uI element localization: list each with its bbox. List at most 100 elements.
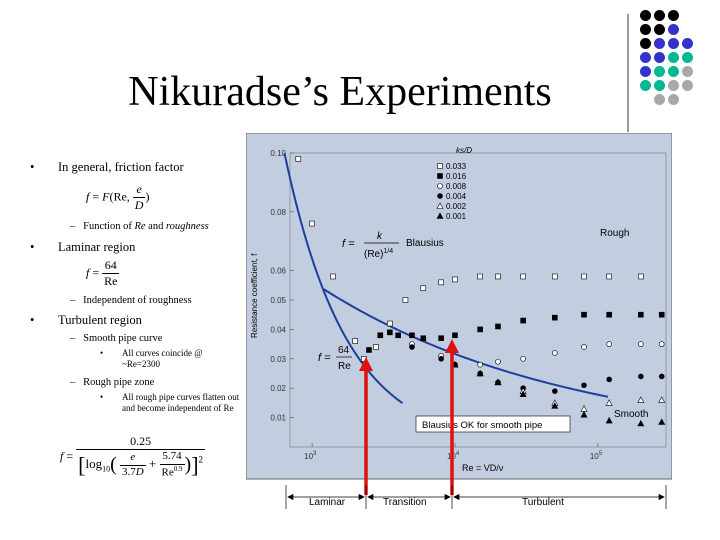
- data-point: [658, 396, 666, 403]
- y-tick-label: 0.05: [270, 296, 286, 305]
- laminar-formula-chart: f = 64 Re: [318, 345, 352, 372]
- data-point: [658, 373, 665, 380]
- decor-dot: [682, 52, 693, 63]
- formula-colebrook: f = 0.25 [log10( e 3.7D + 5.74 Re0.9)]2: [60, 434, 206, 479]
- data-point: [476, 369, 484, 377]
- decor-dot: [682, 66, 693, 77]
- data-point: [552, 350, 558, 356]
- data-point: [638, 311, 644, 318]
- divider-line: [627, 14, 629, 132]
- data-point: [477, 361, 483, 368]
- y-tick-label: 0.04: [270, 325, 286, 334]
- decor-dot: [654, 94, 665, 105]
- y-tick-label: 0.10: [270, 149, 286, 158]
- data-point: [495, 273, 501, 280]
- data-point: [420, 335, 427, 342]
- decor-dot: [654, 10, 665, 21]
- y-tick-label: 0.03: [270, 355, 286, 364]
- data-point: [658, 341, 665, 347]
- y-tick-label: 0.08: [270, 208, 286, 217]
- data-point: [409, 344, 415, 350]
- data-point: [387, 329, 393, 336]
- data-point: [452, 332, 458, 339]
- decor-dot: [668, 80, 679, 91]
- legend-marker: [436, 202, 444, 209]
- decor-dot: [668, 10, 679, 21]
- data-point: [605, 399, 613, 406]
- laminar-label: Laminar: [309, 497, 346, 508]
- data-point: [519, 390, 527, 397]
- data-point: [395, 332, 401, 339]
- data-point: [658, 418, 666, 425]
- data-point: [580, 411, 588, 418]
- detail-rough: • All rough pipe curves flatten out and …: [100, 392, 240, 414]
- svg-text:Re: Re: [338, 361, 351, 372]
- data-point: [606, 273, 612, 280]
- formula-laminar: f = 64 Re: [86, 258, 120, 288]
- decor-dot: [682, 38, 693, 49]
- data-point: [552, 314, 558, 321]
- data-point: [438, 335, 444, 342]
- data-point: [452, 276, 458, 283]
- decorative-dot-grid: [640, 10, 720, 120]
- data-point: [377, 332, 384, 339]
- decor-dot: [640, 52, 651, 63]
- chart-svg: 0.010.020.030.040.050.060.080.10 1031041…: [245, 132, 673, 509]
- blausius-label: Blausius: [406, 238, 444, 249]
- data-point: [552, 388, 558, 394]
- red-arrow-left: [359, 357, 373, 495]
- data-point: [387, 320, 393, 327]
- decor-dot: [668, 52, 679, 63]
- data-point: [658, 311, 665, 318]
- legend-marker: [437, 193, 443, 199]
- data-point: [366, 347, 372, 353]
- data-point: [309, 220, 315, 227]
- legend-title: ks/D: [456, 146, 472, 155]
- rough-label: Rough: [600, 228, 629, 239]
- sub-bullet-function-of: – Function of Re and roughness: [70, 221, 209, 232]
- smooth-label: Smooth: [614, 409, 648, 420]
- data-point: [581, 273, 587, 280]
- region-bracket: [285, 485, 667, 509]
- data-point: [477, 273, 483, 280]
- decor-dot: [640, 24, 651, 35]
- blausius-line: [322, 288, 609, 398]
- legend-marker: [437, 163, 443, 169]
- sub-bullet-rough: – Rough pipe zone: [70, 377, 155, 388]
- data-point: [638, 341, 644, 347]
- data-point: [552, 273, 558, 280]
- legend-label: 0.001: [446, 212, 467, 221]
- data-point: [520, 356, 526, 362]
- sub-bullet-independent: – Independent of roughness: [70, 295, 192, 306]
- decor-dot: [682, 80, 693, 91]
- decor-dot: [668, 24, 679, 35]
- data-point: [495, 323, 501, 330]
- data-point: [520, 317, 526, 324]
- decor-dot: [654, 80, 665, 91]
- data-point: [477, 326, 483, 333]
- decor-dot: [640, 80, 651, 91]
- svg-text:k: k: [377, 231, 383, 242]
- red-arrow-right: [445, 339, 459, 495]
- data-point: [606, 311, 612, 318]
- data-point: [605, 416, 613, 424]
- x-tick-exponent: 4: [456, 451, 460, 457]
- moody-chart: 0.010.020.030.040.050.060.080.10 1031041…: [245, 132, 673, 533]
- legend-marker: [437, 173, 443, 179]
- sub-bullet-smooth: – Smooth pipe curve: [70, 333, 163, 344]
- svg-text:f =: f =: [318, 352, 331, 364]
- decor-dot: [640, 66, 651, 77]
- data-point: [409, 332, 415, 339]
- data-point: [581, 311, 587, 318]
- decor-dot: [668, 94, 679, 105]
- decor-dot: [654, 24, 665, 35]
- decor-dot: [668, 38, 679, 49]
- x-tick-exponent: 3: [313, 451, 317, 457]
- svg-text:f =: f =: [342, 238, 355, 250]
- x-tick-label: 103: [304, 451, 317, 461]
- data-point: [438, 279, 444, 286]
- laminar-line: [283, 152, 404, 404]
- y-tick-label: 0.01: [270, 414, 286, 423]
- y-tick-label: 0.06: [270, 267, 286, 276]
- detail-smooth: • All curves coincide @ ~Re=2300: [100, 348, 203, 370]
